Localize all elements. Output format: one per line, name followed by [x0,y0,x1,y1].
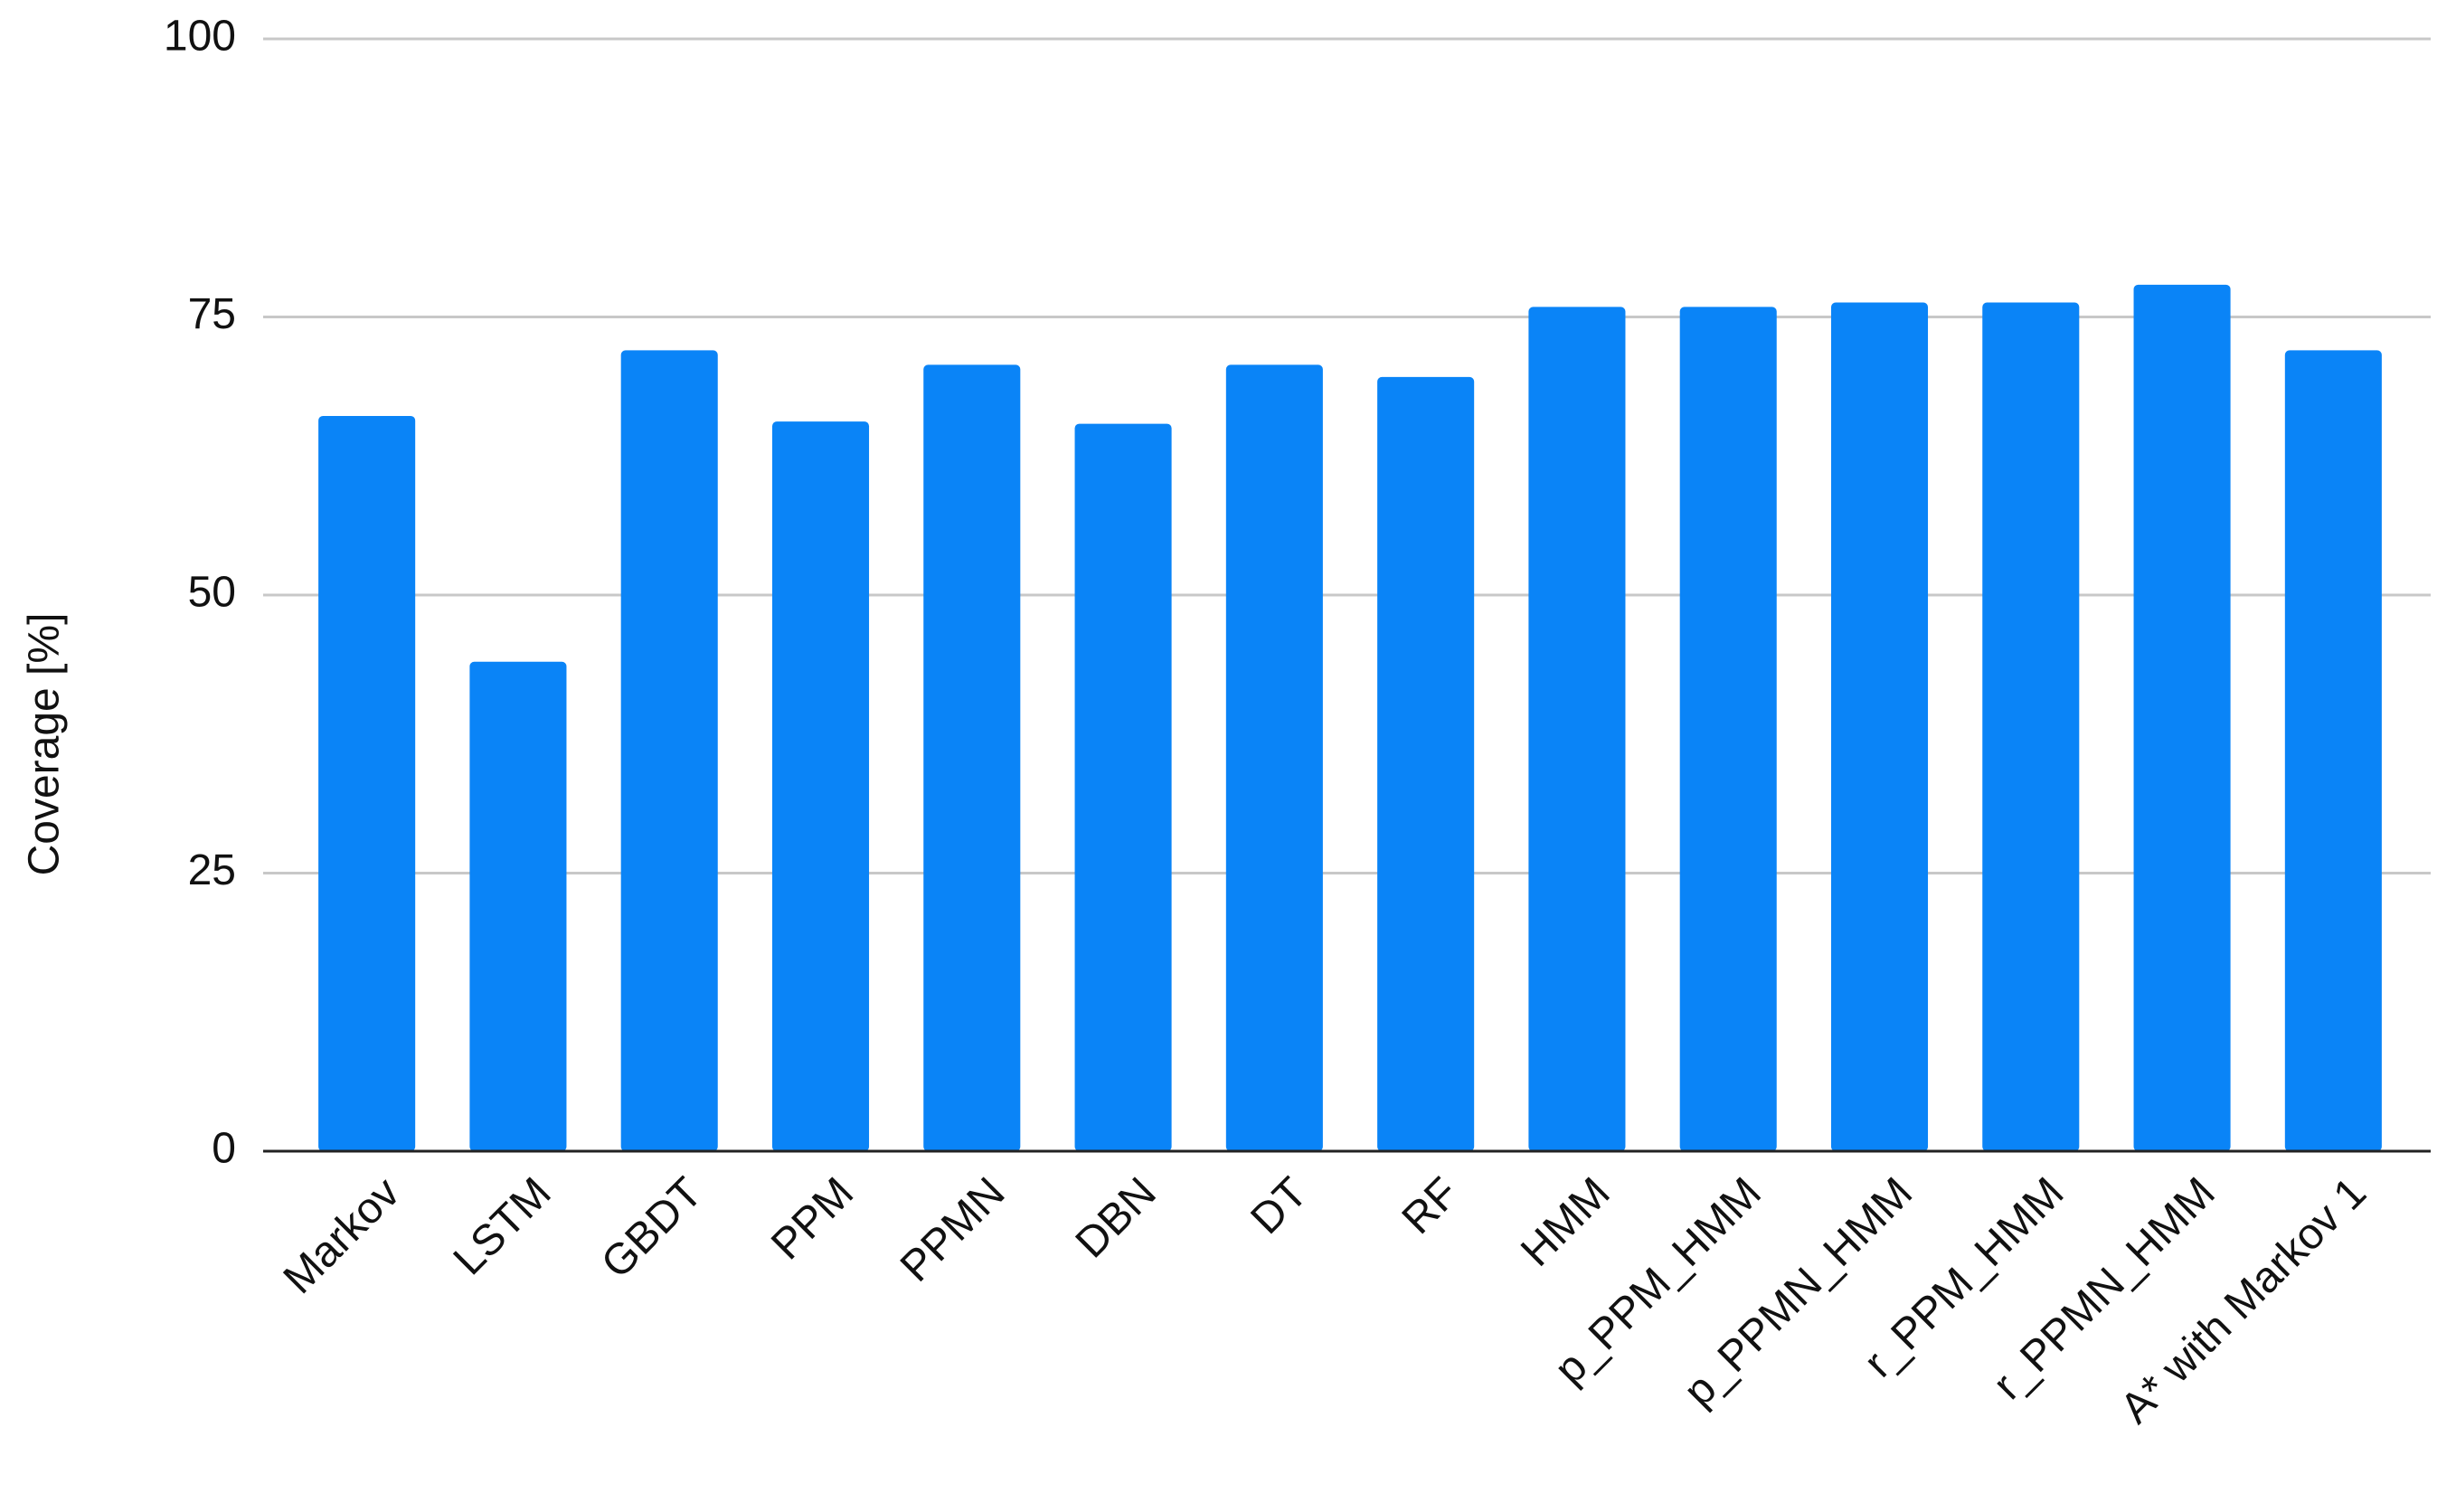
x-tick-label: DT [1242,1168,1317,1243]
x-tick-label: HMM [1512,1168,1620,1276]
bar [1074,423,1172,1152]
x-tick-label: DBN [1067,1168,1166,1267]
y-tick-label: 0 [212,1125,236,1173]
x-tick-label: PPMN [892,1168,1015,1291]
x-tick-label: LSTM [445,1168,561,1284]
x-tick-label: Markov [275,1168,410,1303]
bar [771,421,870,1151]
bar [469,661,567,1151]
x-tick-label: PPM [762,1168,863,1269]
y-tick-label: 100 [164,13,236,61]
y-tick-label: 25 [188,846,236,894]
bar [1377,376,1475,1151]
bar [923,364,1021,1151]
x-tick-label: GBDT [592,1168,712,1288]
bar [1225,364,1323,1151]
x-tick-label: RF [1393,1168,1469,1243]
bar [1679,307,1777,1151]
bar [1528,307,1626,1151]
bar [1982,302,2080,1151]
bar [2133,284,2231,1152]
bar [1830,302,1929,1151]
bar [2284,350,2382,1151]
bar [318,415,416,1152]
bar [620,350,718,1151]
y-axis-title: Coverage [%] [21,613,69,876]
y-tick-label: 75 [188,290,236,338]
y-tick-label: 50 [188,569,236,617]
